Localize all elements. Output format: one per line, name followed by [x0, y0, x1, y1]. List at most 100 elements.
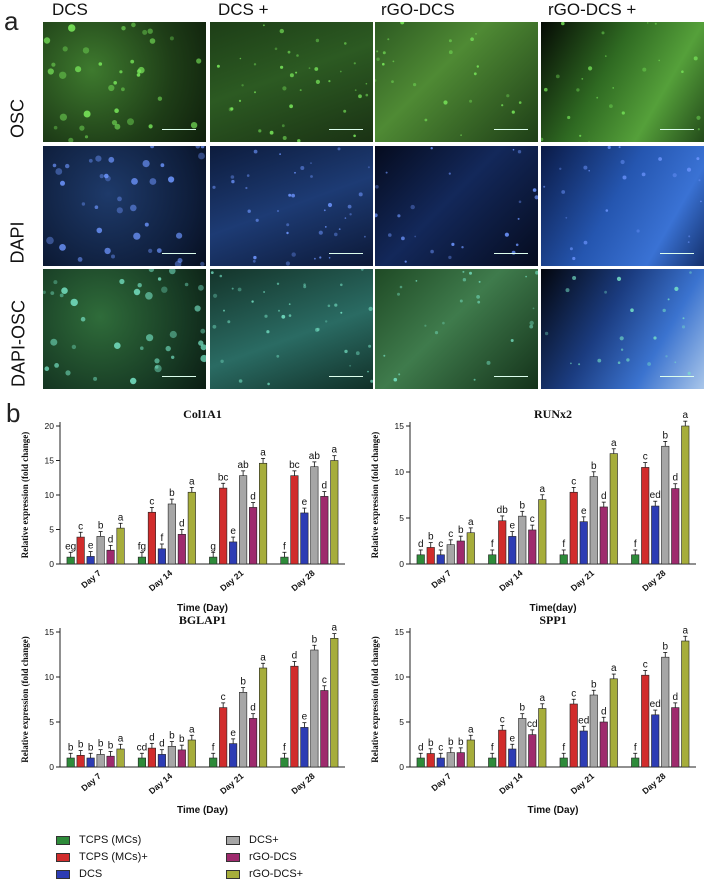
- cell-dot: [276, 282, 280, 285]
- micrograph-osc-dcs-plus: [210, 22, 373, 142]
- cell-dot: [398, 373, 401, 376]
- cell-dot: [51, 62, 56, 67]
- spp1-chart: SPP1 Relative expression (fold change) 0 5 1…: [370, 613, 696, 816]
- cell-dot: [620, 348, 624, 351]
- data-label: f: [491, 539, 494, 550]
- cell-dot: [658, 59, 660, 62]
- legend-item-rgo-dcs: rGO-DCS: [226, 851, 297, 863]
- cell-dot: [578, 363, 581, 366]
- bar: [66, 757, 75, 768]
- y-tick-label: 5: [49, 717, 54, 727]
- bar: [137, 757, 146, 768]
- cell-dot: [360, 269, 364, 271]
- cell-dot: [469, 99, 473, 103]
- cell-dot: [237, 287, 242, 292]
- data-label: a: [682, 625, 688, 636]
- cell-dot: [108, 156, 115, 163]
- bar: [528, 734, 537, 768]
- cell-dot: [607, 146, 611, 149]
- cell-dot: [658, 157, 662, 161]
- bar: [599, 721, 608, 768]
- data-label: f: [634, 539, 637, 550]
- cell-dot: [565, 288, 570, 293]
- cell-dot: [220, 359, 224, 363]
- cell-dot: [258, 129, 262, 133]
- data-label: ab: [238, 460, 250, 471]
- cell-dot: [95, 155, 102, 162]
- bar: [661, 445, 670, 565]
- cell-dot: [375, 185, 379, 189]
- panel-a-letter: a: [4, 6, 19, 36]
- bar: [280, 757, 289, 768]
- cell-dot: [148, 248, 153, 253]
- cell-dot: [353, 134, 356, 138]
- cell-dot: [253, 255, 257, 260]
- scale-bar: [494, 253, 528, 254]
- bar: [209, 757, 218, 768]
- cell-dot: [150, 146, 155, 149]
- cell-dot: [382, 62, 385, 66]
- cell-dot: [410, 204, 415, 210]
- y-tick-label: 5: [399, 717, 404, 727]
- cell-dot: [413, 83, 417, 87]
- x-axis-label: Time (Day): [177, 805, 228, 816]
- cell-dot: [119, 278, 125, 285]
- bar: [167, 503, 176, 565]
- data-label: c: [322, 675, 327, 686]
- cell-dot: [451, 242, 455, 246]
- cell-dot: [246, 174, 250, 177]
- data-label: b: [428, 738, 434, 749]
- cell-dot: [133, 288, 141, 296]
- cell-dot: [696, 157, 700, 161]
- bar: [426, 547, 435, 565]
- cell-dot: [65, 163, 70, 169]
- bar: [508, 536, 517, 565]
- micrograph-dapi-dcs: [43, 146, 206, 266]
- bar: [641, 674, 650, 768]
- legend-swatch-tcps: [56, 835, 70, 845]
- scale-bar: [494, 376, 528, 377]
- cell-dot: [238, 99, 242, 102]
- data-label: bc: [289, 460, 300, 471]
- bar: [426, 753, 435, 768]
- y-axis-label: Relative expression (fold change): [370, 636, 380, 763]
- cell-dot: [327, 202, 333, 208]
- data-label: ab: [309, 451, 321, 462]
- cell-dot: [310, 162, 312, 164]
- cell-dot: [131, 178, 138, 185]
- bar: [320, 496, 329, 565]
- cell-dot: [682, 317, 685, 320]
- data-label: a: [611, 438, 617, 449]
- cell-dot: [210, 271, 214, 274]
- y-tick-label: 0: [399, 559, 404, 569]
- bar: [310, 466, 319, 565]
- bar: [456, 540, 465, 565]
- legend-swatch-rgo-dcs: [226, 852, 240, 862]
- cell-dot: [169, 36, 174, 41]
- cell-dot: [654, 22, 657, 25]
- data-label: a: [332, 445, 338, 456]
- bar: [436, 554, 445, 565]
- cell-dot: [541, 137, 544, 142]
- y-tick-label: 15: [45, 456, 55, 466]
- cell-dot: [510, 339, 514, 342]
- y-tick-label: 20: [45, 421, 55, 431]
- cell-dot: [154, 365, 159, 369]
- data-label: a: [118, 512, 124, 523]
- cell-dot: [299, 89, 302, 92]
- cell-dot: [294, 171, 296, 174]
- cell-dot: [327, 304, 331, 308]
- bar: [320, 690, 329, 768]
- data-label: b: [169, 488, 175, 499]
- cell-dot: [630, 308, 634, 312]
- cell-dot: [114, 342, 121, 349]
- cell-dot: [424, 324, 427, 327]
- cell-dot: [88, 158, 93, 163]
- micrograph-dapi-dcs-plus: [210, 146, 373, 266]
- cell-dot: [343, 109, 347, 113]
- runx2-chart: RUNx2 Relative expression (fold change) 0 5…: [370, 407, 696, 614]
- bar: [209, 556, 218, 565]
- cell-dot: [365, 93, 369, 97]
- cell-dot: [70, 298, 78, 307]
- cell-dot: [157, 96, 163, 101]
